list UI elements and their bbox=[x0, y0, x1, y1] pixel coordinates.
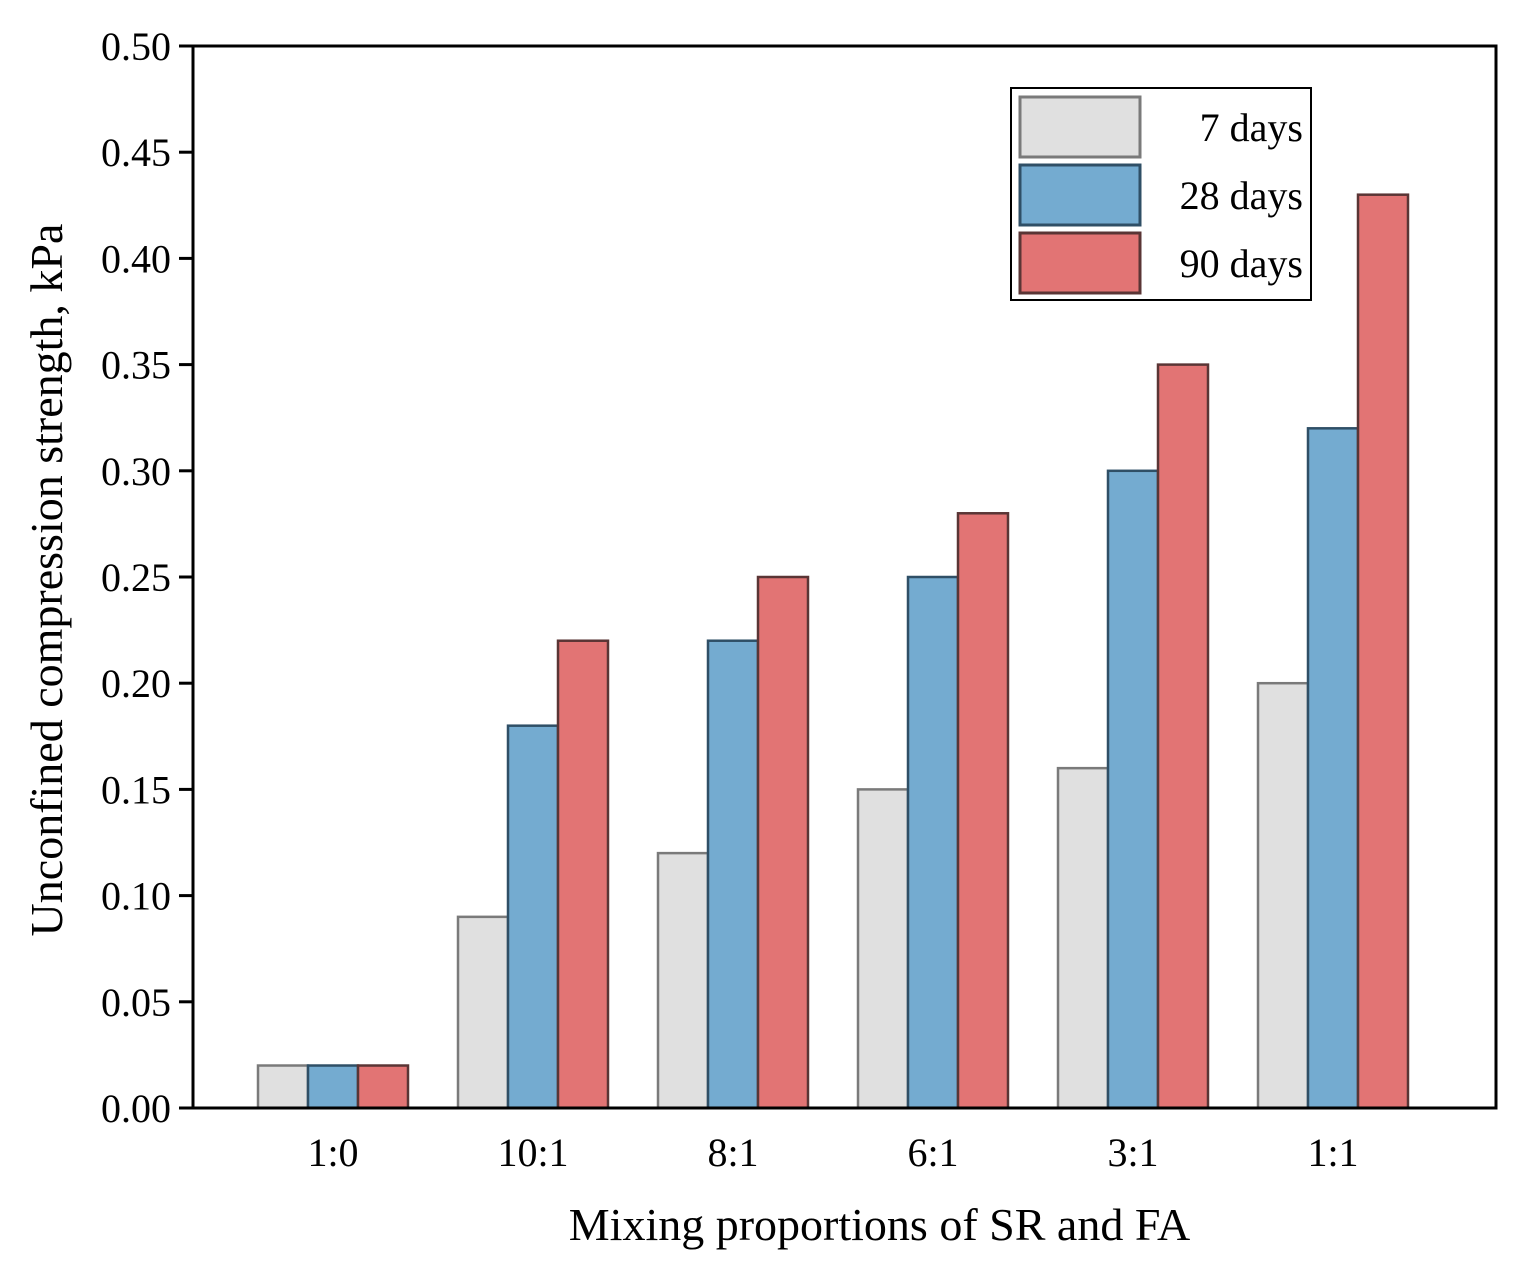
x-ticks-group: 1:0 10:1 8:1 6:1 3:1 1:1 bbox=[307, 1130, 1358, 1175]
bar-90-days-3-1 bbox=[1156, 363, 1210, 1110]
bar-90-days-1-0 bbox=[356, 1064, 410, 1110]
y-tick-label: 0.45 bbox=[101, 130, 171, 175]
bars-group bbox=[256, 193, 1410, 1110]
x-axis-title: Mixing proportions of SR and FA bbox=[569, 1199, 1190, 1250]
x-tick-label: 10:1 bbox=[497, 1130, 568, 1175]
bar-7-days-1-1 bbox=[1256, 681, 1310, 1110]
bar-90-days-1-1 bbox=[1356, 193, 1410, 1110]
bar-28-days-1-1 bbox=[1306, 427, 1360, 1110]
bar-7-days-3-1 bbox=[1056, 766, 1110, 1110]
legend-swatch bbox=[1018, 95, 1142, 159]
x-tick-label: 3:1 bbox=[1107, 1130, 1158, 1175]
bar-28-days-3-1 bbox=[1106, 469, 1160, 1110]
bar-7-days-1-0 bbox=[256, 1064, 310, 1110]
y-tick-label: 0.30 bbox=[101, 449, 171, 494]
legend-swatch bbox=[1018, 231, 1142, 295]
x-tick-label: 1:0 bbox=[307, 1130, 358, 1175]
x-tick-label: 1:1 bbox=[1307, 1130, 1358, 1175]
legend-label: 90 days bbox=[1180, 241, 1303, 286]
y-ticks-group: 0.00 0.05 0.10 0.15 0.20 0.25 0.30 0.35 0.40 0.45… bbox=[101, 24, 193, 1131]
y-tick-label: 0.50 bbox=[101, 24, 171, 69]
y-tick-label: 0.15 bbox=[101, 767, 171, 812]
bar-28-days-1-0 bbox=[306, 1064, 360, 1110]
y-tick-label: 0.10 bbox=[101, 874, 171, 919]
legend-label: 28 days bbox=[1180, 173, 1303, 218]
bar-7-days-8-1 bbox=[656, 851, 710, 1110]
bar-7-days-6-1 bbox=[856, 788, 910, 1110]
bar-90-days-8-1 bbox=[756, 575, 810, 1110]
y-tick-label: 0.00 bbox=[101, 1086, 171, 1131]
legend-swatch bbox=[1018, 163, 1142, 227]
legend-label: 7 days bbox=[1200, 105, 1303, 150]
bar-7-days-10-1 bbox=[456, 915, 510, 1110]
x-tick-label: 6:1 bbox=[907, 1130, 958, 1175]
legend: 7 days 28 days 90 days bbox=[1010, 87, 1312, 301]
x-tick-label: 8:1 bbox=[707, 1130, 758, 1175]
y-tick-label: 0.05 bbox=[101, 980, 171, 1025]
bar-28-days-8-1 bbox=[706, 639, 760, 1110]
bar-28-days-10-1 bbox=[506, 724, 560, 1110]
plot-area-frame bbox=[191, 44, 1498, 1110]
y-axis-title: Unconfined compression strength, kPa bbox=[21, 224, 72, 937]
y-tick-label: 0.20 bbox=[101, 661, 171, 706]
bar-90-days-6-1 bbox=[956, 512, 1010, 1110]
y-tick-label: 0.35 bbox=[101, 343, 171, 388]
bar-90-days-10-1 bbox=[556, 639, 610, 1110]
y-tick-label: 0.25 bbox=[101, 555, 171, 600]
y-tick-label: 0.40 bbox=[101, 236, 171, 281]
bar-28-days-6-1 bbox=[906, 575, 960, 1110]
